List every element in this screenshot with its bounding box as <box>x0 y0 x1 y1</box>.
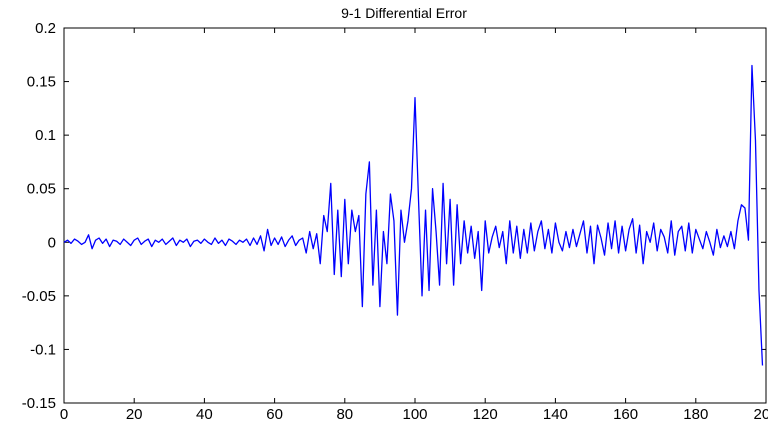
x-tick-label: 40 <box>196 406 213 423</box>
x-tick-label: 180 <box>683 406 708 423</box>
x-tick-label: 120 <box>473 406 498 423</box>
series-line <box>63 64 764 366</box>
chart-title: 9-1 Differential Error <box>341 5 467 21</box>
x-tick-label: 140 <box>543 406 568 423</box>
x-tick-label: 60 <box>266 406 283 423</box>
y-tick-label: 0 <box>48 234 56 251</box>
axis-tick-labels: 0 20 40 60 80 100 120 140 160 180 200 -0.15 -0.1 -0.0… <box>22 20 768 423</box>
y-tick-label: -0.1 <box>30 341 56 358</box>
x-tick-label: 200 <box>753 406 768 423</box>
axis-ticks <box>63 27 767 404</box>
x-tick-label: 80 <box>336 406 353 423</box>
y-tick-label: 0.1 <box>35 127 56 144</box>
x-tick-label: 20 <box>126 406 143 423</box>
y-tick-label: 0.15 <box>27 74 56 91</box>
x-tick-label: 0 <box>60 406 68 423</box>
y-tick-label: 0.05 <box>27 181 56 198</box>
x-tick-label: 160 <box>613 406 638 423</box>
y-tick-label: -0.15 <box>22 395 56 412</box>
y-tick-label: 0.2 <box>35 20 56 37</box>
x-tick-label: 100 <box>402 406 427 423</box>
y-tick-label: -0.05 <box>22 288 56 305</box>
